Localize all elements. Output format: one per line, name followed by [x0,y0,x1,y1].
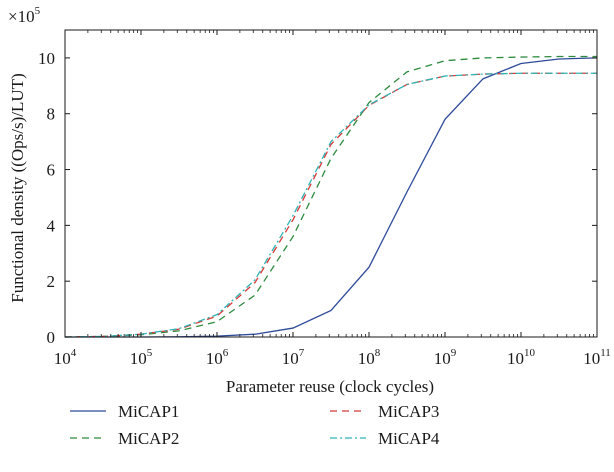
y-multiplier-base: ×10 [8,7,35,26]
x-tick-label: 107 [282,347,305,368]
x-tick-label: 105 [130,347,153,368]
legend-label-micap4: MiCAP4 [378,429,440,448]
y-multiplier-exponent: 5 [35,5,41,17]
plot-series-lines [64,55,598,338]
y-tick-label: 4 [47,216,56,235]
series-line-micap4 [64,72,597,338]
x-axis-title: Parameter reuse (clock cycles) [226,377,434,396]
legend-label-micap1: MiCAP1 [118,402,179,421]
axis-ticks: 104 105 106 107 108 109 1010 1011 0 2 4 6 8 10 [38,30,611,368]
y-tick-label: 2 [47,272,56,291]
series-line-micap3 [64,72,597,338]
legend-label-micap2: MiCAP2 [118,429,179,448]
x-tick-label: 1010 [507,347,536,368]
series-line-micap2 [64,55,597,338]
series-line-micap1 [65,57,598,338]
x-tick-label: 106 [206,347,229,368]
y-multiplier-label: ×105 [8,5,41,26]
legend-label-micap3: MiCAP3 [378,402,439,421]
y-tick-label: 6 [47,161,56,180]
x-tick-label: 109 [434,347,457,368]
x-tick-label: 104 [54,347,77,368]
y-tick-label: 10 [38,49,55,68]
chart-legend: MiCAP1 MiCAP2 MiCAP3 MiCAP4 [70,402,440,448]
y-tick-label: 8 [47,105,56,124]
y-axis-title: Functional density ((Ops/s)/LUT) [8,73,27,302]
plot-frame [64,29,598,338]
y-tick-label: 0 [47,328,56,347]
x-tick-label: 1011 [583,347,611,368]
x-tick-label: 108 [358,347,381,368]
